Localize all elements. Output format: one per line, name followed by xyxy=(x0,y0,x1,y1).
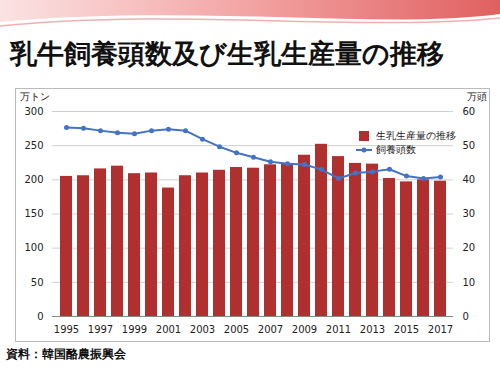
svg-text:100: 100 xyxy=(24,242,43,253)
svg-text:1997: 1997 xyxy=(88,324,113,335)
svg-text:万トン: 万トン xyxy=(20,91,50,102)
svg-text:2001: 2001 xyxy=(156,324,181,335)
svg-text:2007: 2007 xyxy=(258,324,283,335)
svg-text:30: 30 xyxy=(463,208,476,219)
svg-text:40: 40 xyxy=(463,174,476,185)
svg-text:50: 50 xyxy=(463,140,476,151)
svg-text:2015: 2015 xyxy=(394,324,419,335)
html-text:乳牛飼養頭数及び生乳生産量の推移: 乳牛飼養頭数及び生乳生産量の推移 xyxy=(10,38,444,69)
svg-text:10: 10 xyxy=(463,277,476,288)
svg-text:2011: 2011 xyxy=(326,324,351,335)
svg-text:60: 60 xyxy=(463,106,476,117)
svg-text:0: 0 xyxy=(463,311,469,322)
html-text:資料：韓国酪農振興会: 資料：韓国酪農振興会 xyxy=(6,347,126,361)
svg-text:1999: 1999 xyxy=(122,324,147,335)
svg-text:2003: 2003 xyxy=(190,324,215,335)
html-text:飼養頭数: 飼養頭数 xyxy=(376,144,416,155)
svg-text:300: 300 xyxy=(24,106,43,117)
svg-text:2009: 2009 xyxy=(292,324,317,335)
svg-text:2013: 2013 xyxy=(360,324,385,335)
svg-text:2005: 2005 xyxy=(224,324,249,335)
svg-text:20: 20 xyxy=(463,242,476,253)
svg-text:150: 150 xyxy=(24,208,43,219)
svg-text:0: 0 xyxy=(37,311,43,322)
svg-text:1995: 1995 xyxy=(54,324,79,335)
html-text:生乳生産量の推移: 生乳生産量の推移 xyxy=(376,130,456,141)
svg-text:万頭: 万頭 xyxy=(467,91,487,102)
svg-text:200: 200 xyxy=(24,174,43,185)
svg-text:50: 50 xyxy=(31,277,44,288)
svg-text:250: 250 xyxy=(24,140,43,151)
svg-text:2017: 2017 xyxy=(428,324,453,335)
